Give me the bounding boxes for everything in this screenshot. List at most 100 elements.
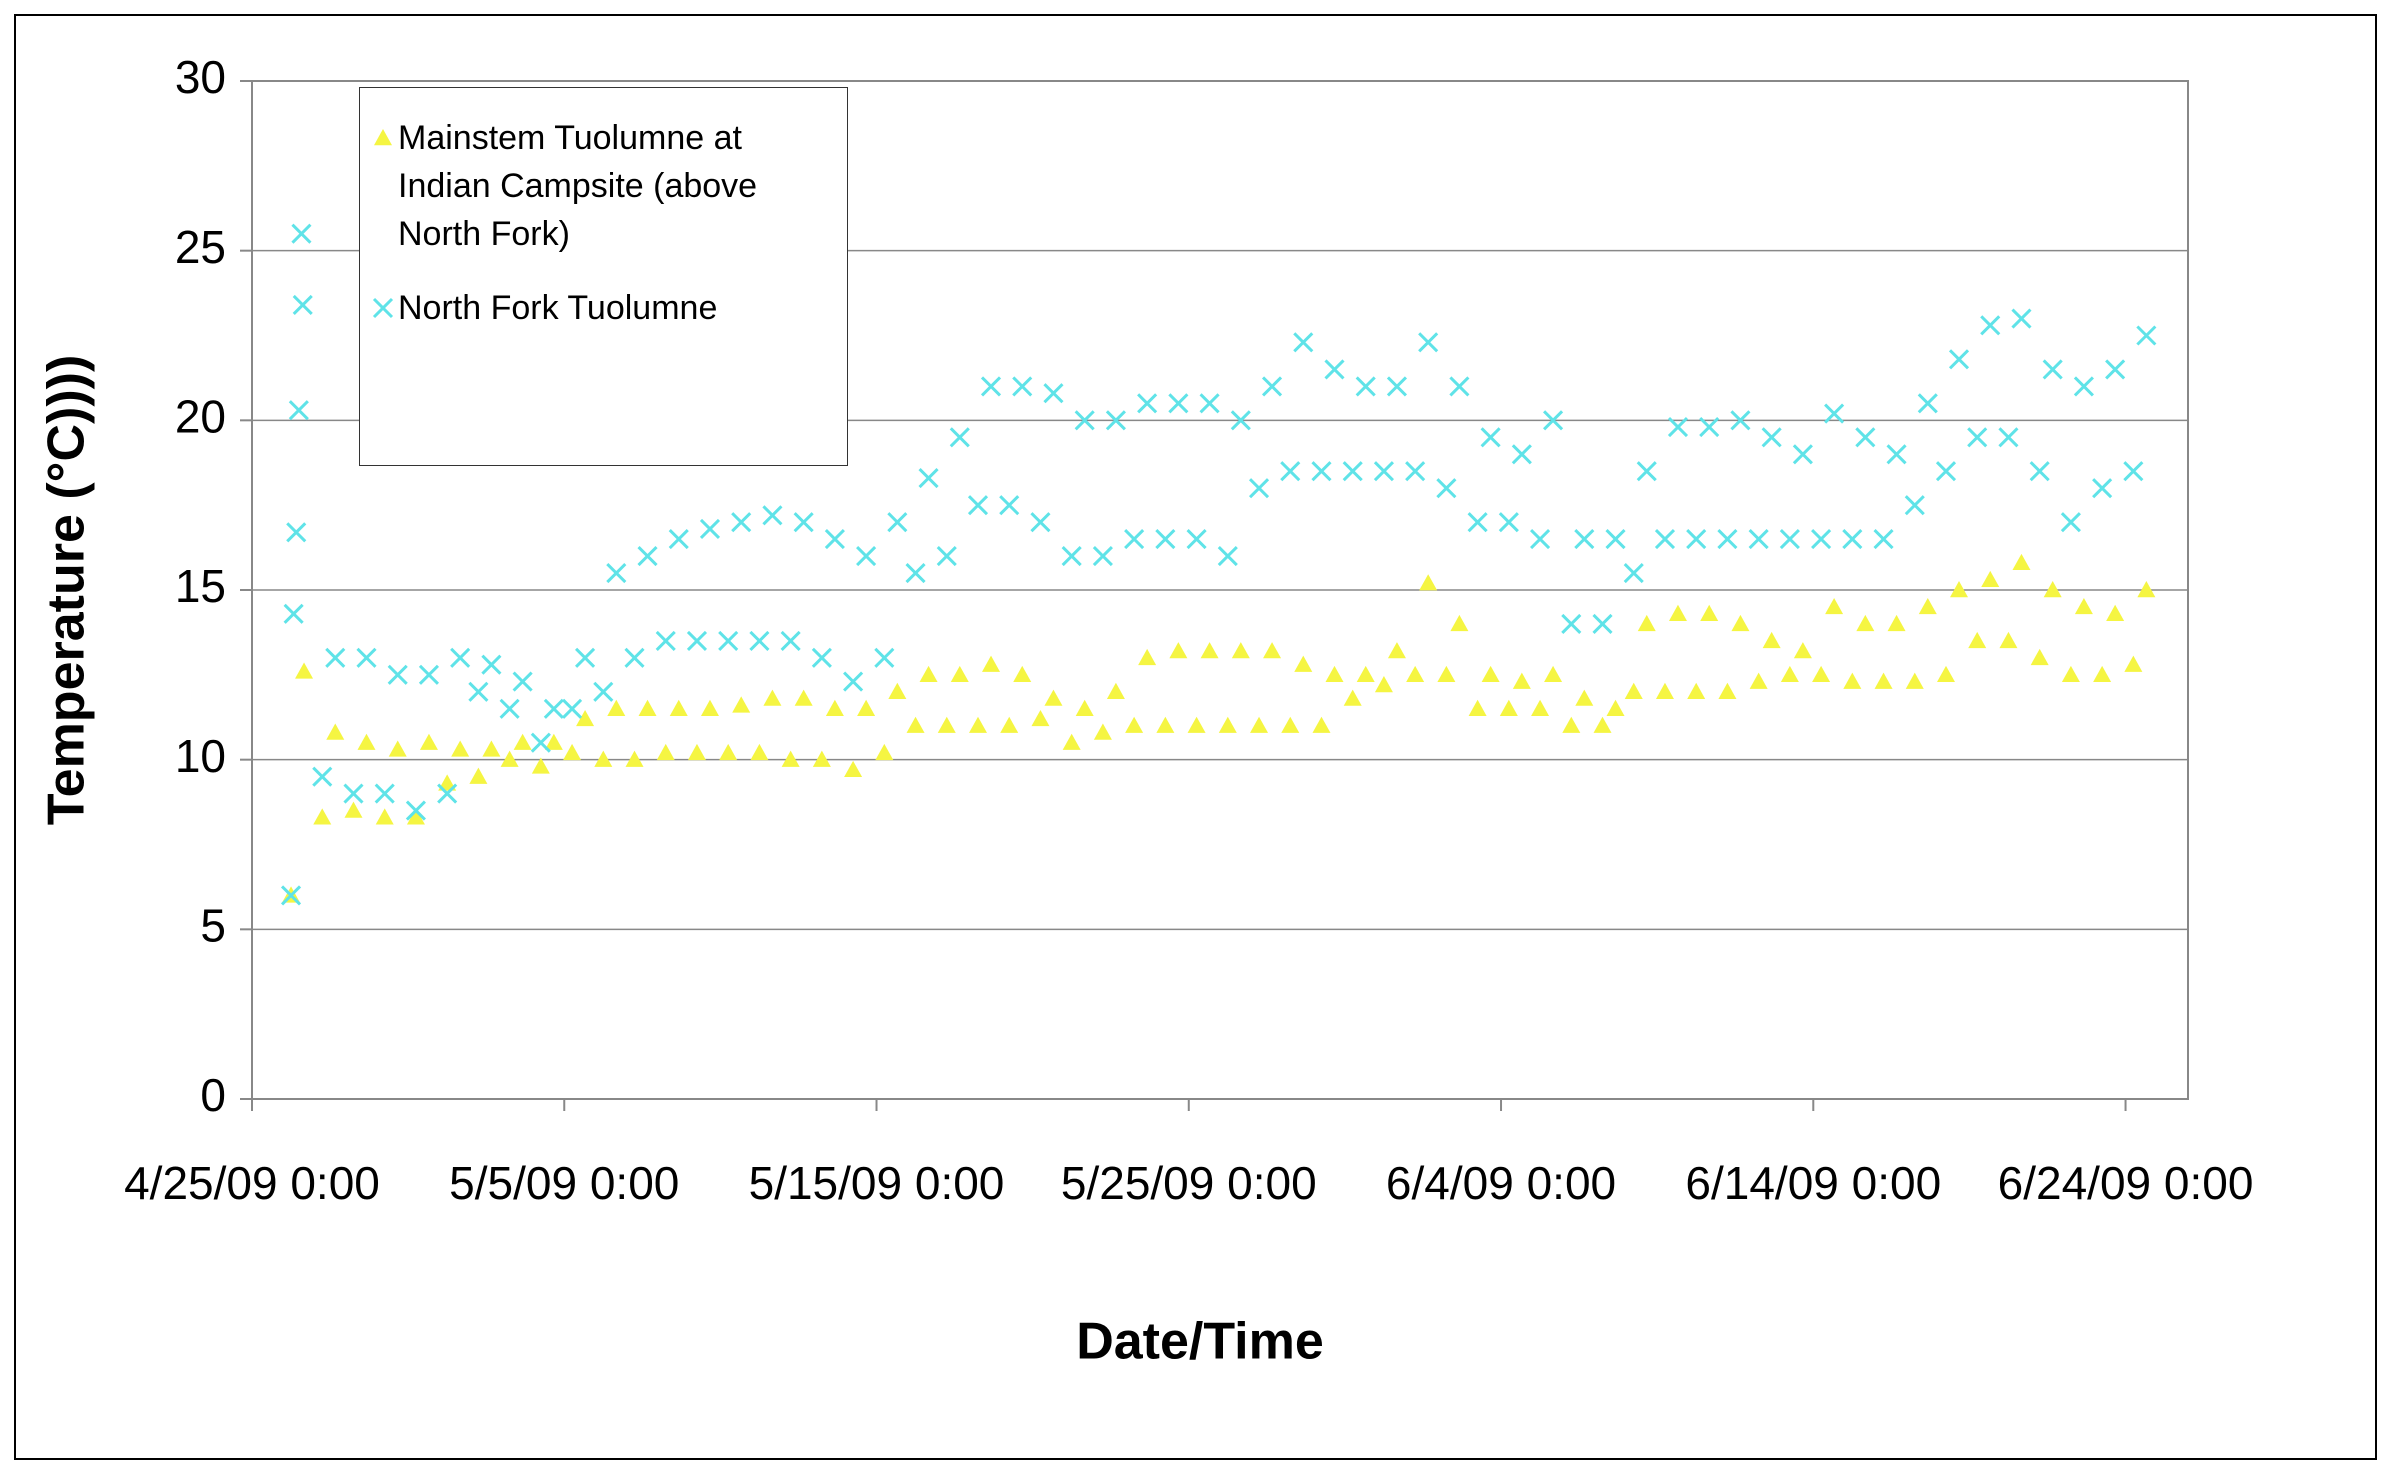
point bbox=[312, 766, 333, 787]
point bbox=[2011, 308, 2032, 329]
point bbox=[1731, 614, 1750, 632]
point bbox=[655, 630, 676, 651]
point bbox=[1717, 529, 1738, 550]
point bbox=[1655, 682, 1674, 699]
point bbox=[1156, 716, 1175, 733]
point bbox=[887, 512, 908, 533]
point bbox=[763, 689, 782, 706]
point bbox=[1749, 672, 1768, 689]
x-tick-label: 6/4/09 0:00 bbox=[1386, 1157, 1616, 1209]
point bbox=[1481, 665, 1500, 683]
point bbox=[1700, 604, 1719, 621]
point bbox=[437, 783, 458, 804]
point bbox=[625, 750, 644, 767]
point bbox=[1667, 417, 1689, 438]
point bbox=[1999, 631, 2018, 649]
point bbox=[762, 505, 783, 526]
point bbox=[606, 562, 627, 584]
point bbox=[1636, 461, 1657, 482]
point bbox=[1561, 613, 1582, 634]
point bbox=[1137, 393, 1158, 414]
point bbox=[2060, 512, 2081, 533]
point bbox=[1449, 376, 1470, 397]
y-tick-label: 0 bbox=[200, 1069, 226, 1121]
point bbox=[2124, 655, 2143, 672]
legend: Mainstem Tuolumne at Indian Campsite (ab… bbox=[359, 87, 848, 466]
point bbox=[1280, 461, 1301, 482]
legend-entry: Mainstem Tuolumne at Indian Campsite (ab… bbox=[368, 114, 831, 258]
point bbox=[2137, 581, 2156, 598]
point bbox=[1917, 393, 1938, 414]
point bbox=[2073, 376, 2094, 397]
x-tick-label: 5/25/09 0:00 bbox=[1061, 1157, 1317, 1209]
point bbox=[482, 740, 501, 757]
point bbox=[656, 743, 675, 761]
point bbox=[451, 740, 470, 757]
point bbox=[2092, 478, 2113, 499]
point bbox=[687, 743, 706, 761]
point bbox=[967, 495, 989, 516]
point bbox=[824, 529, 845, 550]
point bbox=[969, 716, 987, 733]
x-tick-label: 5/5/09 0:00 bbox=[449, 1157, 679, 1209]
point bbox=[719, 743, 738, 761]
point bbox=[875, 743, 894, 761]
point bbox=[2042, 359, 2063, 380]
point bbox=[950, 665, 969, 683]
point bbox=[1511, 444, 1532, 465]
point bbox=[1075, 699, 1094, 716]
point bbox=[918, 467, 939, 489]
point bbox=[1811, 529, 1832, 550]
point bbox=[468, 681, 489, 702]
point bbox=[1606, 699, 1625, 716]
point bbox=[1592, 613, 1613, 634]
chart-border bbox=[14, 14, 2377, 1460]
point bbox=[1467, 512, 1488, 533]
point bbox=[1012, 376, 1033, 397]
point bbox=[1386, 376, 1408, 397]
point bbox=[531, 757, 550, 774]
point bbox=[481, 654, 502, 675]
y-axis-title: Temperature (°C)))) bbox=[38, 355, 96, 826]
point bbox=[1543, 410, 1564, 431]
point bbox=[1293, 332, 1314, 353]
point bbox=[326, 723, 345, 740]
point bbox=[874, 647, 895, 668]
point bbox=[1654, 529, 1676, 550]
point bbox=[1013, 665, 1032, 683]
point bbox=[419, 733, 438, 750]
point bbox=[1186, 529, 1207, 550]
point bbox=[2106, 604, 2125, 621]
point bbox=[1230, 410, 1251, 431]
point bbox=[593, 681, 614, 702]
point bbox=[469, 767, 488, 784]
point bbox=[288, 400, 309, 421]
point bbox=[499, 698, 520, 719]
point bbox=[1406, 665, 1425, 683]
point bbox=[1905, 672, 1924, 689]
point bbox=[949, 427, 970, 448]
point bbox=[888, 682, 907, 699]
point bbox=[1843, 672, 1862, 689]
point bbox=[1248, 478, 1270, 499]
point bbox=[812, 750, 831, 767]
point bbox=[1593, 716, 1612, 733]
point bbox=[1418, 332, 1439, 353]
point bbox=[794, 689, 813, 706]
legend-symbol bbox=[372, 297, 394, 319]
legend-label: North Fork Tuolumne bbox=[398, 289, 718, 327]
point bbox=[357, 733, 376, 750]
point bbox=[811, 647, 832, 668]
point bbox=[1263, 642, 1282, 659]
point bbox=[749, 630, 770, 651]
point bbox=[388, 740, 407, 757]
point bbox=[781, 750, 800, 767]
point bbox=[1480, 427, 1501, 448]
point bbox=[291, 223, 312, 244]
point bbox=[718, 630, 739, 651]
point bbox=[512, 671, 533, 692]
legend-label: Mainstem Tuolumne at Indian Campsite (ab… bbox=[398, 119, 758, 253]
point bbox=[1512, 672, 1531, 689]
point bbox=[1043, 383, 1064, 404]
